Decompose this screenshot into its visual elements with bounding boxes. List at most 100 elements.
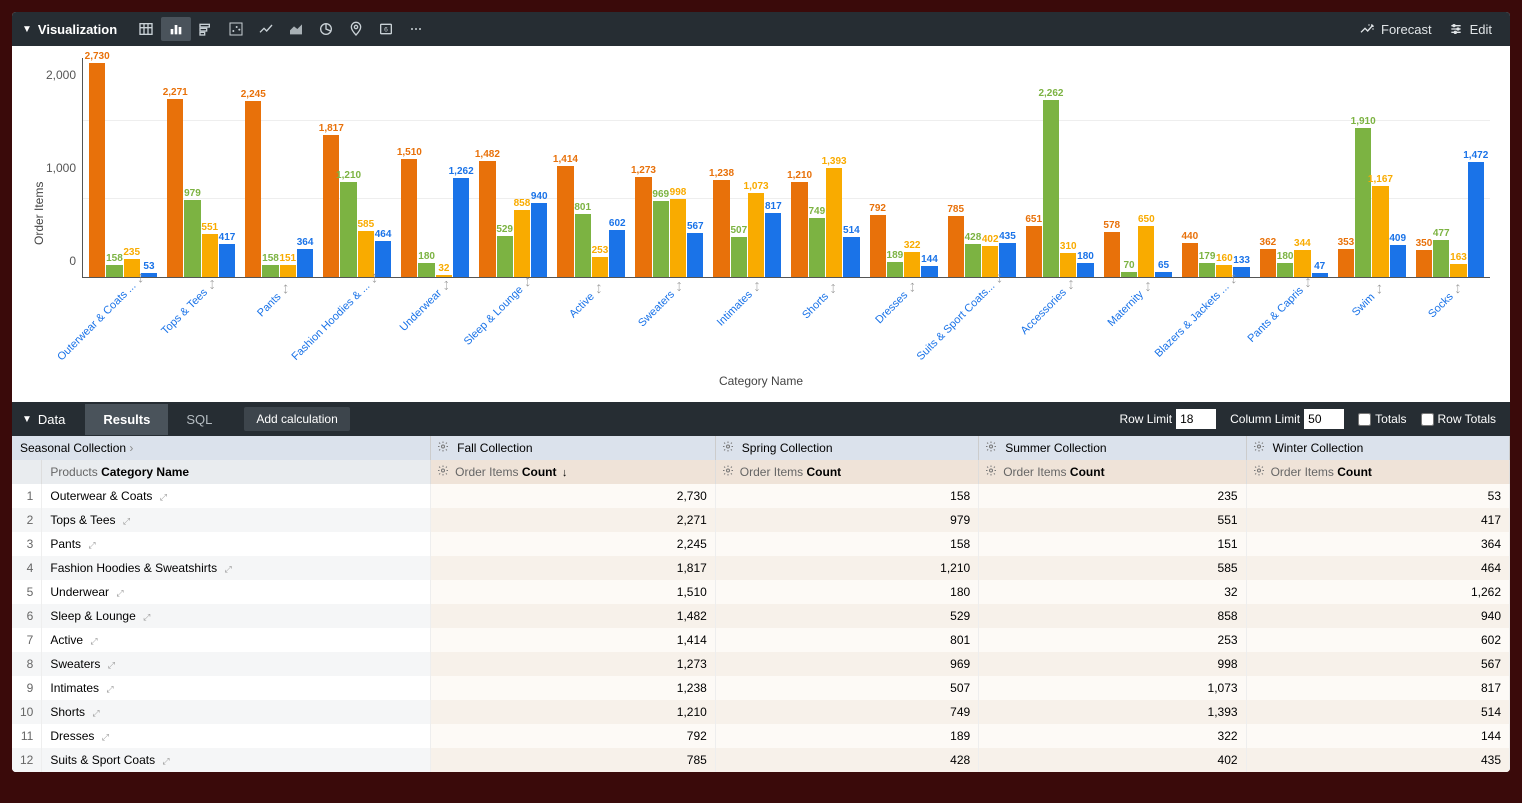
category-name-cell[interactable]: Pants ⤢	[42, 532, 431, 556]
measure-value-cell[interactable]: 189	[715, 724, 978, 748]
x-axis-category-label[interactable]: Swim ⤢	[1350, 282, 1386, 318]
chart-bar[interactable]: 1,262	[453, 178, 469, 277]
measure-column-header[interactable]: Order Items Count ↓	[431, 460, 716, 484]
chart-bar[interactable]: 602	[609, 230, 625, 277]
measure-value-cell[interactable]: 792	[431, 724, 716, 748]
chart-bar[interactable]: 651	[1026, 226, 1042, 277]
dimension-column-header[interactable]: Products Category Name	[42, 460, 431, 484]
measure-value-cell[interactable]: 364	[1246, 532, 1509, 556]
chart-bar[interactable]: 364	[297, 249, 313, 277]
chart-bar[interactable]: 428	[965, 244, 981, 277]
chart-bar[interactable]: 440	[1182, 243, 1198, 277]
measure-value-cell[interactable]: 2,245	[431, 532, 716, 556]
chart-bar[interactable]: 940	[531, 203, 547, 277]
measure-value-cell[interactable]: 32	[979, 580, 1246, 604]
category-name-cell[interactable]: Suits & Sport Coats ⤢	[42, 748, 431, 772]
measure-value-cell[interactable]: 435	[1246, 748, 1509, 772]
measure-value-cell[interactable]: 2,730	[431, 484, 716, 508]
chart-bar[interactable]: 1,482	[479, 161, 495, 277]
row-totals-checkbox[interactable]	[1421, 413, 1434, 426]
measure-value-cell[interactable]: 1,393	[979, 700, 1246, 724]
measure-value-cell[interactable]: 602	[1246, 628, 1509, 652]
measure-value-cell[interactable]: 1,238	[431, 676, 716, 700]
vis-pie-icon[interactable]	[311, 17, 341, 41]
measure-column-header[interactable]: Order Items Count	[979, 460, 1246, 484]
measure-value-cell[interactable]: 998	[979, 652, 1246, 676]
chart-bar[interactable]: 189	[887, 262, 903, 277]
chart-bar[interactable]: 47	[1312, 273, 1328, 277]
x-axis-category-label[interactable]: Pants & Capris ⤢	[1245, 276, 1314, 345]
category-name-cell[interactable]: Sweaters ⤢	[42, 652, 431, 676]
chart-bar[interactable]: 70	[1121, 272, 1137, 277]
chart-bar[interactable]: 144	[921, 266, 937, 277]
x-axis-category-label[interactable]: Maternity ⤢	[1105, 280, 1154, 329]
gear-icon[interactable]	[437, 465, 449, 480]
category-name-cell[interactable]: Shorts ⤢	[42, 700, 431, 724]
chart-bar[interactable]: 1,510	[401, 159, 417, 277]
category-name-cell[interactable]: Tops & Tees ⤢	[42, 508, 431, 532]
chart-bar[interactable]: 1,910	[1355, 128, 1371, 277]
chart-bar[interactable]: 417	[219, 244, 235, 277]
x-axis-category-label[interactable]: Shorts ⤢	[800, 282, 840, 322]
chart-bar[interactable]: 1,238	[713, 180, 729, 277]
measure-value-cell[interactable]: 979	[715, 508, 978, 532]
pivot-column-header[interactable]: Spring Collection	[715, 436, 978, 460]
category-name-cell[interactable]: Outerwear & Coats ⤢	[42, 484, 431, 508]
x-axis-category-label[interactable]: Underwear ⤢	[397, 279, 452, 334]
measure-value-cell[interactable]: 749	[715, 700, 978, 724]
pivot-column-header[interactable]: Summer Collection	[979, 436, 1246, 460]
forecast-button[interactable]: Forecast	[1351, 17, 1440, 41]
measure-value-cell[interactable]: 551	[979, 508, 1246, 532]
totals-checkbox[interactable]	[1358, 413, 1371, 426]
chart-bar[interactable]: 551	[202, 234, 218, 277]
x-axis-category-label[interactable]: Pants ⤢	[255, 282, 292, 319]
chart-bar[interactable]: 1,414	[557, 166, 573, 277]
collapse-data-icon[interactable]: ▼	[22, 414, 32, 425]
measure-value-cell[interactable]: 417	[1246, 508, 1509, 532]
chart-bar[interactable]: 1,167	[1372, 186, 1388, 277]
tab-sql[interactable]: SQL	[168, 404, 230, 435]
chart-bar[interactable]: 65	[1155, 272, 1171, 277]
measure-value-cell[interactable]: 1,210	[431, 700, 716, 724]
chart-bar[interactable]: 1,073	[748, 193, 764, 277]
x-axis-category-label[interactable]: Tops & Tees ⤢	[159, 278, 218, 337]
chart-bar[interactable]: 180	[418, 263, 434, 277]
measure-value-cell[interactable]: 585	[979, 556, 1246, 580]
measure-value-cell[interactable]: 940	[1246, 604, 1509, 628]
chart-bar[interactable]: 1,472	[1468, 162, 1484, 277]
x-axis-category-label[interactable]: Socks ⤢	[1426, 282, 1464, 320]
measure-value-cell[interactable]: 507	[715, 676, 978, 700]
chart-bar[interactable]: 585	[358, 231, 374, 277]
chart-bar[interactable]: 998	[670, 199, 686, 277]
chart-bar[interactable]: 464	[375, 241, 391, 277]
gear-icon[interactable]	[1253, 465, 1265, 480]
measure-value-cell[interactable]: 1,817	[431, 556, 716, 580]
measure-value-cell[interactable]: 514	[1246, 700, 1509, 724]
chart-bar[interactable]: 310	[1060, 253, 1076, 277]
category-name-cell[interactable]: Dresses ⤢	[42, 724, 431, 748]
measure-value-cell[interactable]: 180	[715, 580, 978, 604]
chart-bar[interactable]: 2,730	[89, 63, 105, 277]
category-name-cell[interactable]: Sleep & Lounge ⤢	[42, 604, 431, 628]
vis-column-icon[interactable]	[191, 17, 221, 41]
chart-bar[interactable]: 344	[1294, 250, 1310, 277]
x-axis-category-label[interactable]: Dresses ⤢	[873, 281, 919, 327]
chart-bar[interactable]: 507	[731, 237, 747, 277]
chart-bar[interactable]: 2,271	[167, 99, 183, 277]
measure-value-cell[interactable]: 402	[979, 748, 1246, 772]
category-name-cell[interactable]: Intimates ⤢	[42, 676, 431, 700]
chart-bar[interactable]: 362	[1260, 249, 1276, 277]
chart-bar[interactable]: 1,210	[791, 182, 807, 277]
chart-bar[interactable]: 858	[514, 210, 530, 277]
category-name-cell[interactable]: Active ⤢	[42, 628, 431, 652]
gear-icon[interactable]	[985, 465, 997, 480]
chart-bar[interactable]: 180	[1077, 263, 1093, 277]
chart-bar[interactable]: 529	[497, 236, 513, 277]
measure-value-cell[interactable]: 1,273	[431, 652, 716, 676]
vis-scatter-icon[interactable]	[221, 17, 251, 41]
x-axis-category-label[interactable]: Sleep & Lounge ⤢	[461, 275, 534, 348]
totals-checkbox-label[interactable]: Totals	[1358, 412, 1406, 426]
measure-column-header[interactable]: Order Items Count	[715, 460, 978, 484]
measure-value-cell[interactable]: 144	[1246, 724, 1509, 748]
measure-value-cell[interactable]: 1,262	[1246, 580, 1509, 604]
